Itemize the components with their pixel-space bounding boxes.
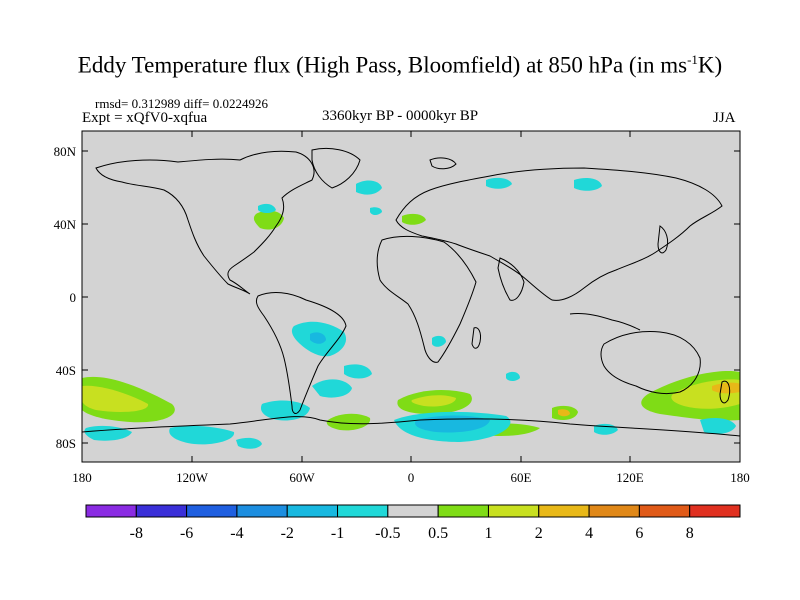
colorbar-box (186, 504, 238, 518)
colorbar-label: -8 (130, 525, 143, 542)
season-label: JJA (713, 110, 736, 126)
colorbar-label: -2 (281, 525, 294, 542)
colorbar-box (85, 504, 137, 518)
colorbar-box (588, 504, 640, 518)
lon-label-120w: 120W (176, 470, 209, 485)
colorbar-box (286, 504, 339, 518)
coastlines (82, 147, 740, 437)
lat-label-40s: 40S (56, 363, 76, 378)
coast-south-america (255, 292, 347, 414)
colorbar-label: 1 (484, 525, 492, 542)
field-negative-eurasia (486, 177, 512, 189)
colorbar-box (236, 504, 288, 518)
colorbar-box (538, 504, 590, 518)
field-positive-med-sw (82, 385, 149, 412)
field-negative-sam2 (310, 332, 326, 344)
field-positive-eu (402, 213, 426, 225)
stats-text: rmsd= 0.312989 diff= 0.0224926 (95, 96, 268, 111)
colorbar-label: -1 (331, 525, 344, 542)
coast-australia (600, 331, 701, 395)
colorbar-label: -6 (180, 525, 193, 542)
coast-new-zealand (719, 380, 731, 404)
colorbar-label: 2 (535, 525, 543, 542)
colorbar-box (437, 504, 489, 518)
colorbar-label: 0.5 (428, 525, 448, 542)
field-negative-na2 (258, 203, 276, 213)
experiment-label: Expt = xQfV0-xqfua (82, 110, 208, 126)
coast-eurasia (395, 167, 723, 301)
lon-label-180w: 180 (72, 470, 92, 485)
anomaly-fields (82, 177, 740, 449)
coast-india (497, 257, 525, 301)
colorbar-box (135, 504, 188, 518)
field-negative-siberia (574, 178, 602, 191)
field-positive-atl (326, 413, 371, 431)
field-positive-med-indian (411, 395, 456, 407)
field-positive-high-se (712, 382, 740, 394)
coast-antarctica (82, 416, 740, 437)
colorbar-box (689, 504, 741, 518)
colorbar-box (487, 504, 540, 518)
field-negative-se-asia (506, 371, 520, 381)
colorbar-box (387, 504, 439, 518)
period-label: 3360kyr BP - 0000kyr BP (322, 108, 479, 124)
lat-label-40n: 40N (54, 217, 77, 232)
lon-label-60w: 60W (289, 470, 315, 485)
field-negative-sp1 (260, 400, 310, 421)
coast-africa (376, 235, 477, 363)
lat-label-0: 0 (70, 290, 77, 305)
colorbar-label: -4 (230, 525, 243, 542)
lon-label-120e: 120E (616, 470, 644, 485)
field-negative-sie2 (700, 418, 736, 434)
colorbar-label: -0.5 (375, 525, 400, 542)
lat-ticks (82, 150, 740, 444)
lon-label-0: 0 (408, 470, 415, 485)
field-negative-atl (344, 364, 372, 379)
field-negative-sp2 (169, 425, 235, 445)
colorbar: -8 -6 -4 -2 -1 -0.5 0.5 1 2 4 6 8 (85, 504, 741, 542)
colorbar-box (638, 504, 691, 518)
coast-madagascar (471, 327, 481, 349)
field-negative-n-atl (356, 180, 382, 195)
coast-indonesia (569, 313, 641, 331)
coast-arctic-islands (429, 157, 457, 170)
lon-ticks (81, 131, 741, 462)
colorbar-box (337, 504, 389, 518)
lon-label-180e: 180 (730, 470, 750, 485)
coast-japan (657, 225, 669, 254)
lat-label-80s: 80S (56, 436, 76, 451)
field-negative-ind (432, 335, 446, 347)
field-positive-high-ind2 (558, 409, 570, 417)
colorbar-label: 6 (635, 525, 643, 542)
coast-north-america (95, 150, 315, 295)
field-negative-n-atl2 (370, 207, 382, 215)
lon-label-60e: 60E (511, 470, 532, 485)
colorbar-label: 4 (585, 525, 593, 542)
plot-title: Eddy Temperature flux (High Pass, Bloomf… (77, 52, 723, 78)
colorbar-label: 8 (686, 525, 694, 542)
field-negative-sp4 (236, 437, 262, 449)
field-negative-arg (312, 379, 352, 398)
lat-label-80n: 80N (54, 144, 77, 159)
coast-greenland (311, 147, 361, 189)
